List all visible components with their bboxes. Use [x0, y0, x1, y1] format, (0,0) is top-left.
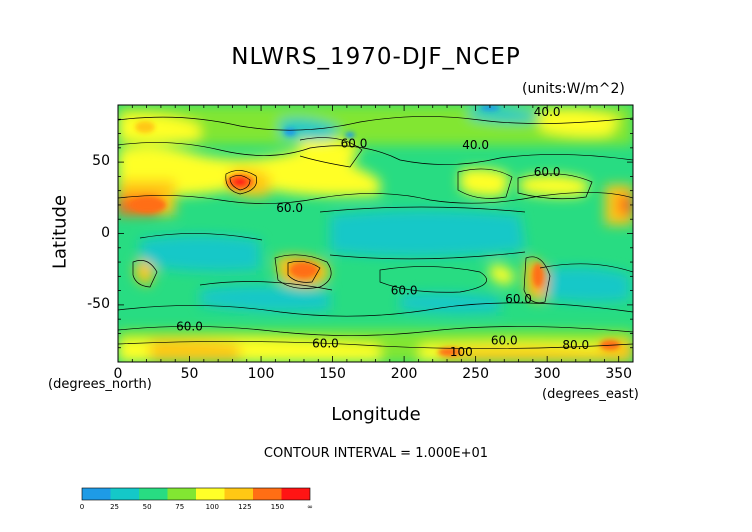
colorbar — [81, 487, 311, 501]
contour-label: 80.0 — [562, 338, 589, 352]
x-tick-label: 200 — [390, 366, 418, 382]
chart-title: NLWRS_1970-DJF_NCEP — [231, 44, 521, 70]
x-axis-units: (degrees_east) — [542, 387, 639, 402]
colorbar-label: 0 — [79, 503, 85, 511]
x-tick-label: 300 — [533, 366, 561, 382]
contour-label: 100 — [450, 345, 473, 359]
contour-label: 60.0 — [312, 336, 339, 350]
contour-label: 40.0 — [462, 138, 489, 152]
x-tick-label: 150 — [319, 366, 346, 382]
colorbar-swatch — [253, 488, 282, 500]
colorbar-frame — [81, 487, 311, 501]
y-axis-units: (degrees_north) — [48, 377, 152, 392]
heatmap-field: 40.0 60.0 60.0 60.0 60.0 60.0 60.0 60.0 80.0 100 6… — [118, 105, 633, 362]
x-tick-label: 100 — [247, 366, 275, 382]
contour-label: 60.0 — [176, 319, 203, 333]
colorbar-swatch — [167, 488, 196, 500]
x-axis-label: Longitude — [331, 404, 421, 425]
colorbar-swatch — [82, 488, 111, 500]
x-tick-label: 50 — [180, 366, 199, 382]
contour-label: 60.0 — [391, 284, 418, 298]
contour-lines — [118, 116, 633, 349]
contour-label: 60.0 — [491, 334, 518, 348]
contour-label: 60.0 — [341, 137, 368, 151]
colorbar-label: 75 — [175, 503, 185, 511]
contour-labels: 40.0 60.0 60.0 60.0 60.0 60.0 60.0 60.0 80.0 100 6… — [176, 105, 589, 359]
colorbar-swatch — [281, 488, 310, 500]
colorbar-label: 150 — [270, 503, 285, 511]
colorbar-label: 125 — [238, 503, 252, 511]
colorbar-label: 25 — [110, 503, 120, 511]
colorbar-label: 50 — [142, 503, 152, 511]
contour-label: 40.0 — [534, 105, 561, 119]
contour-label: 60.0 — [276, 201, 303, 215]
axis-ticks — [117, 105, 634, 362]
x-tick-label: 250 — [462, 366, 489, 382]
contour-interval-label: CONTOUR INTERVAL = 1.000E+01 — [263, 446, 489, 461]
units-label: (units:W/m^2) — [522, 81, 625, 97]
contour-label: 60.0 — [534, 165, 561, 179]
colorbar-swatch — [139, 488, 168, 500]
y-tick-label: -50 — [87, 295, 110, 312]
contour-label: 60.0 — [505, 292, 532, 306]
x-tick-label: 350 — [605, 366, 633, 382]
y-axis-label: Latitude — [49, 194, 71, 270]
colorbar-swatch — [224, 488, 253, 500]
colorbar-label: ∞ — [307, 503, 313, 511]
colorbar-label: 100 — [205, 503, 219, 511]
colorbar-swatch — [196, 488, 225, 500]
colorbar-swatch — [110, 488, 139, 500]
x-tick-label: 0 — [113, 366, 123, 382]
y-tick-label: 0 — [101, 224, 110, 241]
y-tick-label: 50 — [92, 153, 110, 170]
